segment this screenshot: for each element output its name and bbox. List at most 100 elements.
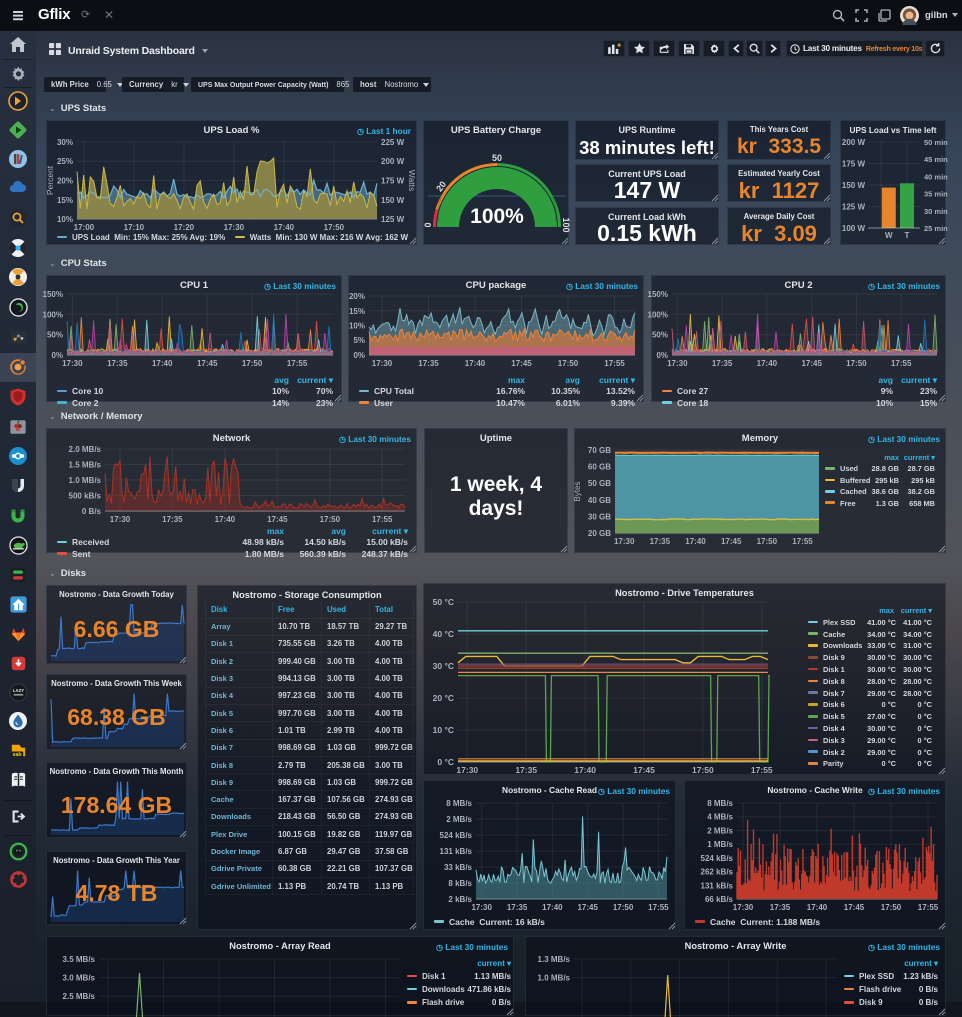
- svg-text:50 GB: 50 GB: [588, 479, 611, 488]
- svg-text:25 min: 25 min: [924, 224, 948, 233]
- svg-text:17:00: 17:00: [74, 223, 95, 232]
- svg-text:0 B/s: 0 B/s: [82, 507, 102, 516]
- svg-text:150%: 150%: [648, 290, 668, 299]
- svg-text:30 GB: 30 GB: [588, 512, 611, 521]
- svg-text:17:45: 17:45: [197, 359, 218, 368]
- svg-text:2 MB/s: 2 MB/s: [707, 827, 733, 836]
- svg-text:17:40: 17:40: [757, 359, 778, 368]
- svg-text:524 kB/s: 524 kB/s: [440, 831, 473, 840]
- svg-text:17:35: 17:35: [650, 537, 671, 546]
- svg-text:17:40: 17:40: [685, 537, 706, 546]
- svg-text:60 GB: 60 GB: [588, 463, 611, 472]
- svg-text:50: 50: [492, 153, 502, 163]
- svg-text:17:35: 17:35: [515, 765, 537, 775]
- svg-text:17:30: 17:30: [471, 903, 492, 912]
- svg-text:17:50: 17:50: [881, 903, 902, 912]
- svg-text:17:45: 17:45: [511, 359, 532, 368]
- svg-text:2.0 MB/s: 2.0 MB/s: [69, 445, 102, 454]
- svg-text:17:40: 17:40: [542, 903, 563, 912]
- svg-text:150 W: 150 W: [842, 181, 866, 190]
- svg-text:35 min: 35 min: [924, 190, 948, 199]
- svg-text:17:35: 17:35: [507, 903, 528, 912]
- svg-text:1 MB/s: 1 MB/s: [707, 840, 733, 849]
- svg-text:33 kB/s: 33 kB/s: [444, 863, 473, 872]
- svg-text:17:30: 17:30: [614, 537, 635, 546]
- svg-text:200 W: 200 W: [842, 138, 866, 147]
- svg-text:15%: 15%: [349, 307, 365, 316]
- svg-text:100%: 100%: [648, 310, 668, 319]
- svg-text:17:30: 17:30: [62, 359, 83, 368]
- svg-text:150%: 150%: [43, 290, 63, 299]
- svg-text:17:45: 17:45: [721, 537, 742, 546]
- svg-text:17:35: 17:35: [107, 359, 128, 368]
- svg-text:17:55: 17:55: [792, 537, 813, 546]
- svg-text:17:30: 17:30: [372, 359, 393, 368]
- svg-text:131 kB/s: 131 kB/s: [440, 847, 473, 856]
- svg-text:17:45: 17:45: [577, 903, 598, 912]
- svg-text:200 W: 200 W: [381, 157, 405, 166]
- svg-text:17:55: 17:55: [751, 765, 773, 775]
- svg-text:2.5 MB/s: 2.5 MB/s: [63, 992, 96, 1001]
- svg-text:8 MB/s: 8 MB/s: [707, 799, 733, 808]
- svg-text:17:30: 17:30: [733, 903, 754, 912]
- svg-text:17:55: 17:55: [604, 359, 625, 368]
- svg-text:17:30: 17:30: [456, 765, 478, 775]
- svg-text:Watts: Watts: [407, 170, 417, 191]
- svg-text:17:55: 17:55: [648, 903, 669, 912]
- svg-text:4 MB/s: 4 MB/s: [707, 813, 733, 822]
- svg-text:20%: 20%: [349, 292, 365, 301]
- svg-text:17:55: 17:55: [372, 515, 393, 524]
- svg-text:T: T: [905, 231, 910, 240]
- svg-text:W: W: [885, 231, 893, 240]
- svg-text:17:45: 17:45: [801, 359, 822, 368]
- svg-text:2 MB/s: 2 MB/s: [446, 815, 472, 824]
- svg-text:17:35: 17:35: [418, 359, 439, 368]
- svg-text:17:30: 17:30: [667, 359, 688, 368]
- svg-text:50%: 50%: [652, 331, 668, 340]
- svg-text:10%: 10%: [349, 322, 365, 331]
- svg-text:17:50: 17:50: [242, 359, 263, 368]
- svg-text:175 W: 175 W: [842, 160, 866, 169]
- svg-text:Bytes: Bytes: [573, 481, 582, 501]
- svg-text:17:35: 17:35: [770, 903, 791, 912]
- svg-text:2 kB/s: 2 kB/s: [448, 895, 472, 904]
- svg-text:8 kB/s: 8 kB/s: [448, 879, 472, 888]
- svg-text:17:45: 17:45: [633, 765, 655, 775]
- svg-text:150 W: 150 W: [381, 196, 405, 205]
- svg-text:50 °C: 50 °C: [433, 597, 454, 607]
- svg-text:0%: 0%: [51, 351, 63, 360]
- svg-text:1.0 MB/s: 1.0 MB/s: [538, 974, 571, 983]
- svg-text:3.5 MB/s: 3.5 MB/s: [63, 955, 96, 964]
- svg-text:17:30: 17:30: [110, 515, 131, 524]
- svg-text:17:40: 17:40: [465, 359, 486, 368]
- svg-text:225 W: 225 W: [381, 138, 405, 147]
- svg-text:30 min: 30 min: [924, 207, 948, 216]
- svg-text:20: 20: [434, 179, 448, 193]
- svg-text:262 kB/s: 262 kB/s: [701, 868, 734, 877]
- svg-text:17:35: 17:35: [712, 359, 733, 368]
- svg-text:20%: 20%: [57, 177, 73, 186]
- svg-text:17:30: 17:30: [224, 223, 245, 232]
- svg-text:100%: 100%: [43, 310, 63, 319]
- svg-text:100%: 100%: [470, 205, 524, 228]
- svg-text:17:45: 17:45: [844, 903, 865, 912]
- svg-text:15%: 15%: [57, 196, 73, 205]
- svg-text:17:50: 17:50: [757, 537, 778, 546]
- svg-text:17:10: 17:10: [124, 223, 145, 232]
- svg-text:sab: sab: [12, 752, 21, 758]
- svg-text:25%: 25%: [57, 157, 73, 166]
- svg-text:17:50: 17:50: [692, 765, 714, 775]
- svg-text:17:50: 17:50: [324, 223, 345, 232]
- svg-text:0%: 0%: [353, 351, 365, 360]
- svg-text:0 °C: 0 °C: [437, 757, 454, 767]
- svg-text:17:50: 17:50: [613, 903, 634, 912]
- svg-text:1.3 MB/s: 1.3 MB/s: [538, 955, 571, 964]
- svg-text:10 °C: 10 °C: [433, 725, 454, 735]
- svg-text:0: 0: [423, 222, 433, 227]
- svg-text:66 kB/s: 66 kB/s: [705, 895, 734, 904]
- svg-text:70 GB: 70 GB: [588, 446, 611, 455]
- svg-text:17:50: 17:50: [846, 359, 867, 368]
- svg-text:17:40: 17:40: [574, 765, 596, 775]
- svg-text:20 GB: 20 GB: [588, 529, 611, 538]
- svg-text:40 °C: 40 °C: [433, 629, 454, 639]
